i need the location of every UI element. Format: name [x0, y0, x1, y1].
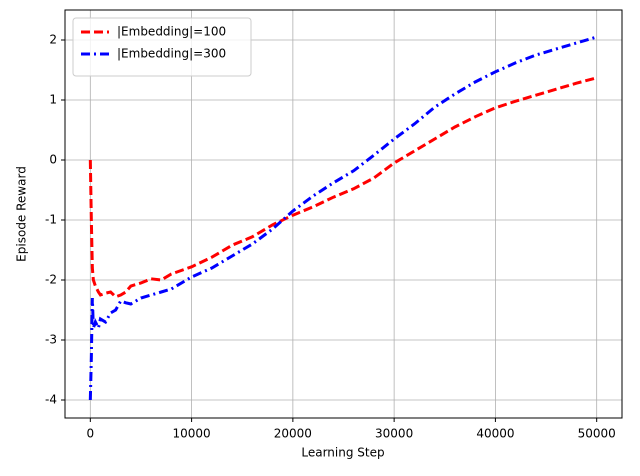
x-tick-label: 40000: [476, 427, 514, 441]
x-tick-label: 0: [86, 427, 94, 441]
legend-box: [72, 17, 252, 77]
x-tick-label: 30000: [375, 427, 413, 441]
legend-label: |Embedding|=100: [117, 25, 226, 39]
y-tick-label: 1: [49, 93, 57, 107]
x-tick-label: 20000: [274, 427, 312, 441]
x-tick-label: 50000: [578, 427, 616, 441]
legend-label: |Embedding|=300: [117, 47, 226, 61]
plot-frame: [64, 9, 623, 419]
y-axis-label: Episode Reward: [15, 166, 29, 262]
series-line: [88, 35, 598, 401]
y-tick-label: -3: [45, 333, 57, 347]
y-tick-label: -1: [45, 213, 57, 227]
y-tick-label: -2: [45, 273, 57, 287]
x-tick-label: 10000: [172, 427, 210, 441]
y-tick-label: 0: [49, 153, 57, 167]
series-line: [88, 76, 598, 299]
y-tick-label: 2: [49, 33, 57, 47]
y-tick-label: -4: [45, 393, 57, 407]
x-axis-label: Learning Step: [301, 446, 384, 460]
